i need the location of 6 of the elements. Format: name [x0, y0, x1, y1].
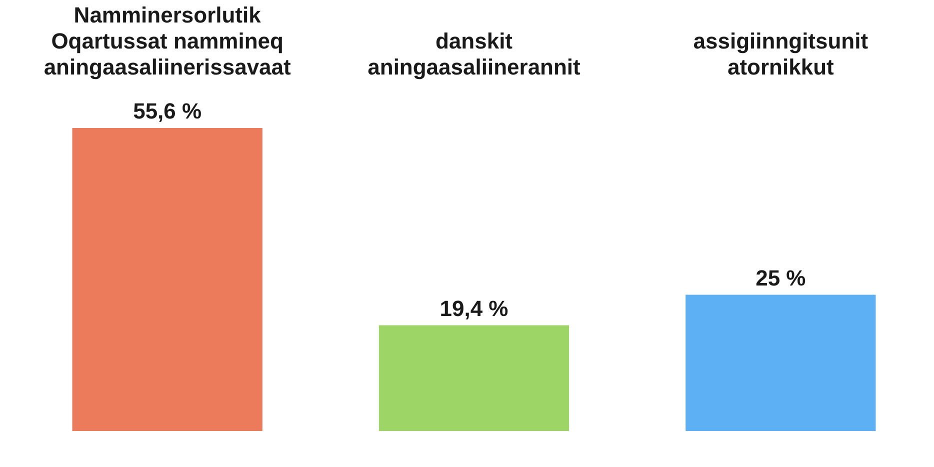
data-label: 19,4 %	[440, 296, 508, 321]
x-tick-label: danskit aningaasaliinerannit	[368, 28, 582, 80]
data-label: 55,6 %	[133, 98, 202, 124]
data-label: 25 %	[756, 265, 806, 290]
x-tick-label: Namminersorlutik Oqartussat nammineq aningaasaliinerissavaat	[44, 2, 292, 80]
x-tick-label: assigiinngitsunit atornikkut	[693, 28, 869, 80]
